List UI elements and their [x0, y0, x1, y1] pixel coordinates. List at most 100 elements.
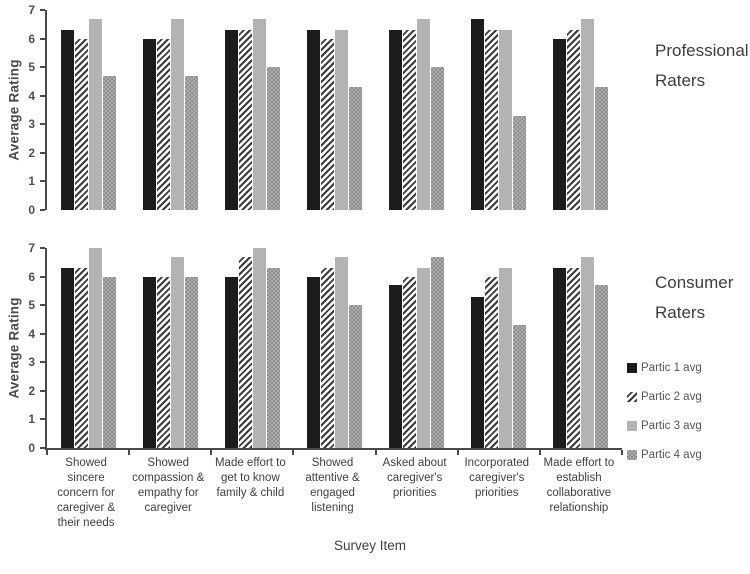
y-tick-mark	[40, 9, 45, 11]
bar-partic-2-avg	[403, 30, 417, 210]
y-tick-label: 1	[28, 412, 35, 427]
y-tick-mark	[40, 361, 45, 364]
bar-partic-4-avg	[431, 256, 445, 448]
bar-group	[540, 248, 622, 448]
x-axis-title: Survey Item	[333, 538, 407, 553]
bar-group	[376, 248, 458, 448]
legend-label: Partic 2 avg	[641, 391, 702, 403]
y-tick-label: 7	[28, 241, 35, 255]
plot-area-professional: 0 1 2 3 4 5 6 7	[28, 3, 622, 217]
bar-partic-4-avg	[431, 67, 445, 210]
bar-partic-1-avg	[471, 296, 485, 448]
bar-group	[376, 10, 458, 210]
y-tick-mark	[40, 180, 45, 183]
y-tick-label: 5	[28, 60, 35, 75]
bar-partic-1-avg	[224, 276, 238, 448]
y-tick-mark	[40, 123, 45, 126]
legend-swatch-partic-2	[627, 392, 637, 402]
bar-partic-4-avg	[102, 276, 116, 448]
y-tick-mark	[40, 389, 45, 392]
bar-partic-1-avg	[389, 30, 403, 210]
legend-item: Partic 2 avg	[627, 391, 702, 403]
bar-partic-2-avg	[74, 38, 88, 210]
bar-partic-1-avg	[471, 18, 485, 210]
bar-group	[458, 248, 540, 448]
x-tick-mark	[456, 450, 459, 455]
bar-group	[293, 248, 375, 448]
bar-groups	[47, 10, 622, 210]
legend-label: Partic 3 avg	[641, 420, 702, 432]
bar-partic-2-avg	[567, 268, 581, 448]
bar-partic-4-avg	[102, 75, 116, 210]
legend-swatch-partic-3	[627, 421, 637, 431]
bar-partic-2-avg	[320, 268, 334, 448]
x-category-label: Asked about caregiver's priorities	[382, 457, 447, 499]
x-category-label: Made effort to get to know family & chil…	[214, 457, 286, 499]
bar-group	[211, 10, 293, 210]
bar-partic-4-avg	[348, 305, 362, 448]
y-tick-mark	[40, 332, 45, 335]
bar-partic-3-avg	[88, 248, 102, 448]
bar-partic-3-avg	[417, 18, 431, 210]
bar-partic-1-avg	[60, 30, 74, 210]
bar-partic-4-avg	[184, 276, 198, 448]
y-tick-mark	[40, 66, 45, 69]
bar-partic-2-avg	[320, 38, 334, 210]
bar-partic-2-avg	[74, 268, 88, 448]
bar-partic-3-avg	[170, 18, 184, 210]
y-tick-mark	[40, 94, 45, 97]
bar-partic-2-avg	[238, 256, 252, 448]
plot-area-consumer: 0 1 2 3 4 5 6 7	[28, 241, 623, 455]
y-tick-mark	[40, 209, 45, 211]
y-tick-label: 3	[28, 117, 35, 132]
y-tick-label: 0	[28, 441, 35, 455]
legend-item: Partic 3 avg	[627, 420, 702, 432]
bar-partic-2-avg	[485, 276, 499, 448]
chart-professional-raters: Average Rating 0 1 2 3 4 5 6 7	[0, 3, 750, 217]
bar-group	[47, 10, 129, 210]
bar-partic-3-avg	[170, 256, 184, 448]
chart-consumer-raters: Average Rating 0 1 2 3 4 5 6 7	[0, 241, 750, 455]
y-tick-label: 2	[28, 145, 35, 160]
legend-label: Partic 4 avg	[641, 449, 702, 461]
x-tick-mark	[128, 450, 131, 455]
bar-partic-3-avg	[499, 30, 513, 210]
bar-partic-1-avg	[306, 276, 320, 448]
x-category-label: Showed attentive & engaged listening	[305, 457, 360, 514]
y-tick-label: 6	[28, 269, 35, 284]
x-tick-mark	[210, 450, 213, 455]
legend-item: Partic 1 avg	[627, 362, 702, 374]
x-category-label: Showed compassion & empathy for caregive…	[132, 457, 205, 514]
bar-partic-4-avg	[513, 325, 527, 448]
bar-partic-3-avg	[581, 18, 595, 210]
bar-partic-2-avg	[156, 276, 170, 448]
bar-partic-3-avg	[252, 18, 266, 210]
bar-partic-1-avg	[306, 30, 320, 210]
x-axis-category-labels: Showed sincere concern for caregiver & t…	[45, 456, 620, 531]
x-tick-mark	[46, 450, 48, 455]
panel-label-professional-raters: Professional Raters	[655, 41, 749, 90]
y-tick-mark	[40, 247, 45, 249]
bar-partic-3-avg	[88, 18, 102, 210]
bar-group	[540, 10, 622, 210]
bar-partic-1-avg	[142, 276, 156, 448]
legend-swatch-partic-1	[627, 363, 637, 373]
bar-partic-4-avg	[266, 67, 280, 210]
bar-group	[211, 248, 293, 448]
x-category-label: Made effort to establish collaborative r…	[543, 457, 615, 514]
x-category-label: Incorporated caregiver's priorities	[464, 457, 530, 499]
bar-groups	[47, 248, 622, 448]
panel-label-consumer-raters: Consumer Raters	[655, 273, 734, 322]
y-tick-label: 1	[28, 174, 35, 189]
y-tick-label: 4	[28, 88, 35, 103]
bar-partic-4-avg	[184, 75, 198, 210]
bar-partic-1-avg	[553, 38, 567, 210]
bar-partic-2-avg	[567, 30, 581, 210]
y-tick-mark	[40, 37, 45, 40]
bar-partic-3-avg	[499, 268, 513, 448]
y-axis-title-professional: Average Rating	[6, 59, 22, 161]
bar-partic-1-avg	[553, 268, 567, 448]
bar-partic-4-avg	[595, 87, 609, 210]
x-tick-mark	[292, 450, 295, 455]
